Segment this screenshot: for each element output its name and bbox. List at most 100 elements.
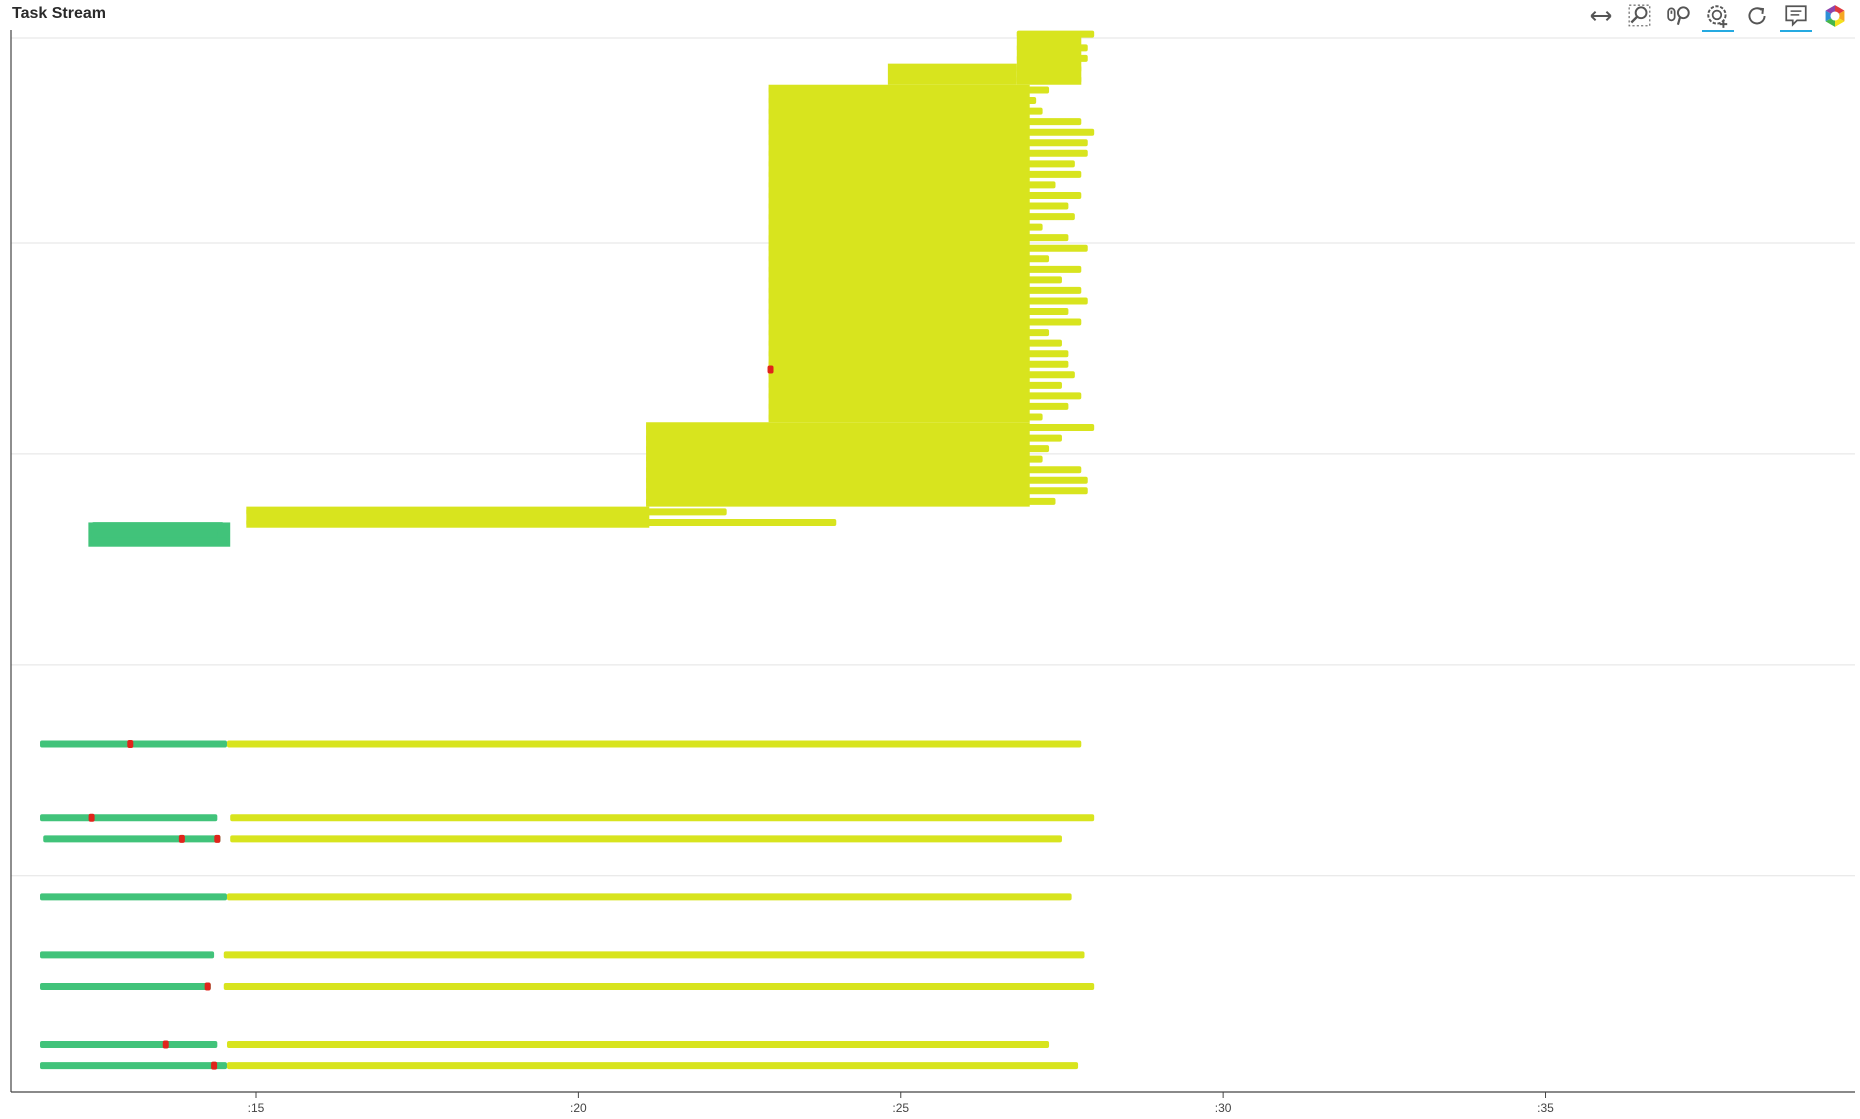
task-bar [226, 893, 1072, 901]
wheel-zoom-icon [1667, 6, 1690, 25]
box-zoom-icon [1628, 4, 1651, 27]
task-bar [230, 835, 1062, 843]
pan-tool-button[interactable] [1584, 0, 1618, 32]
task-bar [768, 202, 1069, 210]
task-bar [40, 814, 218, 822]
task-bar [768, 223, 1043, 231]
bokeh-logo-icon [1825, 5, 1845, 27]
task-bar [1016, 54, 1088, 62]
task-bar [768, 286, 1082, 294]
task-bar [40, 740, 227, 748]
task-bar [768, 139, 1088, 147]
error-marker [127, 739, 134, 748]
x-tick-label: :25 [892, 1101, 909, 1115]
task-bar [1016, 65, 1082, 73]
task-bar [768, 371, 1075, 379]
hover-tooltip-icon [1785, 5, 1807, 27]
task-bar [768, 128, 1095, 136]
task-bar [768, 350, 1069, 358]
error-marker [214, 834, 221, 843]
task-bar [91, 529, 218, 537]
error-markers [88, 365, 774, 1070]
task-bar [768, 276, 1062, 284]
task-bar [1016, 44, 1088, 52]
task-bar [226, 1041, 1050, 1049]
task-bar [768, 297, 1088, 305]
error-marker [211, 1061, 218, 1070]
task-bar [646, 455, 1043, 463]
task-bar [768, 413, 1043, 421]
zoom-in-tool-button[interactable] [1701, 0, 1735, 32]
task-stream-chart[interactable]: :15:20:25:30:35 [0, 30, 1860, 1119]
task-bar [768, 86, 1050, 94]
task-bar [646, 466, 1082, 474]
reset-icon [1748, 7, 1766, 25]
task-bar [768, 234, 1069, 242]
task-bar [768, 392, 1082, 400]
error-marker [767, 365, 774, 374]
task-bar [646, 487, 1088, 495]
task-bar [40, 1062, 227, 1070]
task-bar [768, 107, 1043, 115]
error-marker [88, 813, 95, 822]
box-zoom-tool-button[interactable] [1623, 0, 1657, 32]
task-bar [768, 265, 1082, 273]
task-bar [223, 951, 1085, 959]
task-bar [768, 339, 1062, 347]
title-bar: Task Stream [0, 0, 1860, 32]
task-bar [768, 360, 1069, 368]
task-bar [646, 497, 1056, 505]
task-bar [768, 308, 1069, 316]
error-marker [178, 834, 185, 843]
hover-tool-button[interactable] [1779, 0, 1813, 32]
task-bar [246, 518, 837, 526]
task-bar [40, 951, 215, 959]
task-bar [226, 740, 1082, 748]
task-block [887, 63, 1017, 85]
task-bar [91, 522, 224, 530]
task-bar [768, 244, 1088, 252]
task-bar [1016, 75, 1082, 83]
task-rectangles [40, 30, 1095, 1070]
zoom-in-icon [1707, 5, 1728, 28]
task-bar [646, 476, 1088, 484]
x-tick-label: :30 [1215, 1101, 1232, 1115]
task-bar [43, 835, 221, 843]
task-bar [768, 97, 1037, 105]
task-bar [768, 160, 1075, 168]
task-bar [40, 983, 211, 991]
task-bar [768, 329, 1050, 337]
task-bar [768, 191, 1082, 199]
reset-tool-button[interactable] [1740, 0, 1774, 32]
x-tick-label: :20 [570, 1101, 587, 1115]
task-bar [768, 181, 1056, 189]
task-bar [246, 508, 727, 516]
task-bar [768, 381, 1062, 389]
x-tick-label: :35 [1537, 1101, 1554, 1115]
error-marker [162, 1040, 169, 1049]
task-bar [768, 118, 1082, 126]
task-bar [646, 434, 1062, 442]
task-bar [223, 983, 1095, 991]
task-bar [646, 445, 1050, 453]
task-bar [1016, 30, 1095, 38]
task-bar [226, 1062, 1079, 1070]
task-bar [230, 814, 1095, 822]
task-bar [91, 537, 227, 545]
task-bar [40, 893, 227, 901]
task-bar [768, 255, 1050, 263]
task-bar [768, 402, 1069, 410]
wheel-zoom-tool-button[interactable] [1662, 0, 1696, 32]
axes: :15:20:25:30:35 [10, 30, 1855, 1115]
chart-toolbar [1579, 0, 1852, 34]
task-bar [768, 213, 1075, 221]
bokeh-logo-button[interactable] [1818, 0, 1852, 32]
task-bar [768, 170, 1082, 178]
task-bar [40, 1041, 218, 1049]
error-marker [204, 982, 211, 991]
task-bar [646, 424, 1095, 432]
task-bar [768, 149, 1088, 157]
page-title: Task Stream [12, 5, 106, 22]
task-bar [768, 318, 1082, 326]
horizontal-pan-icon [1590, 10, 1612, 22]
